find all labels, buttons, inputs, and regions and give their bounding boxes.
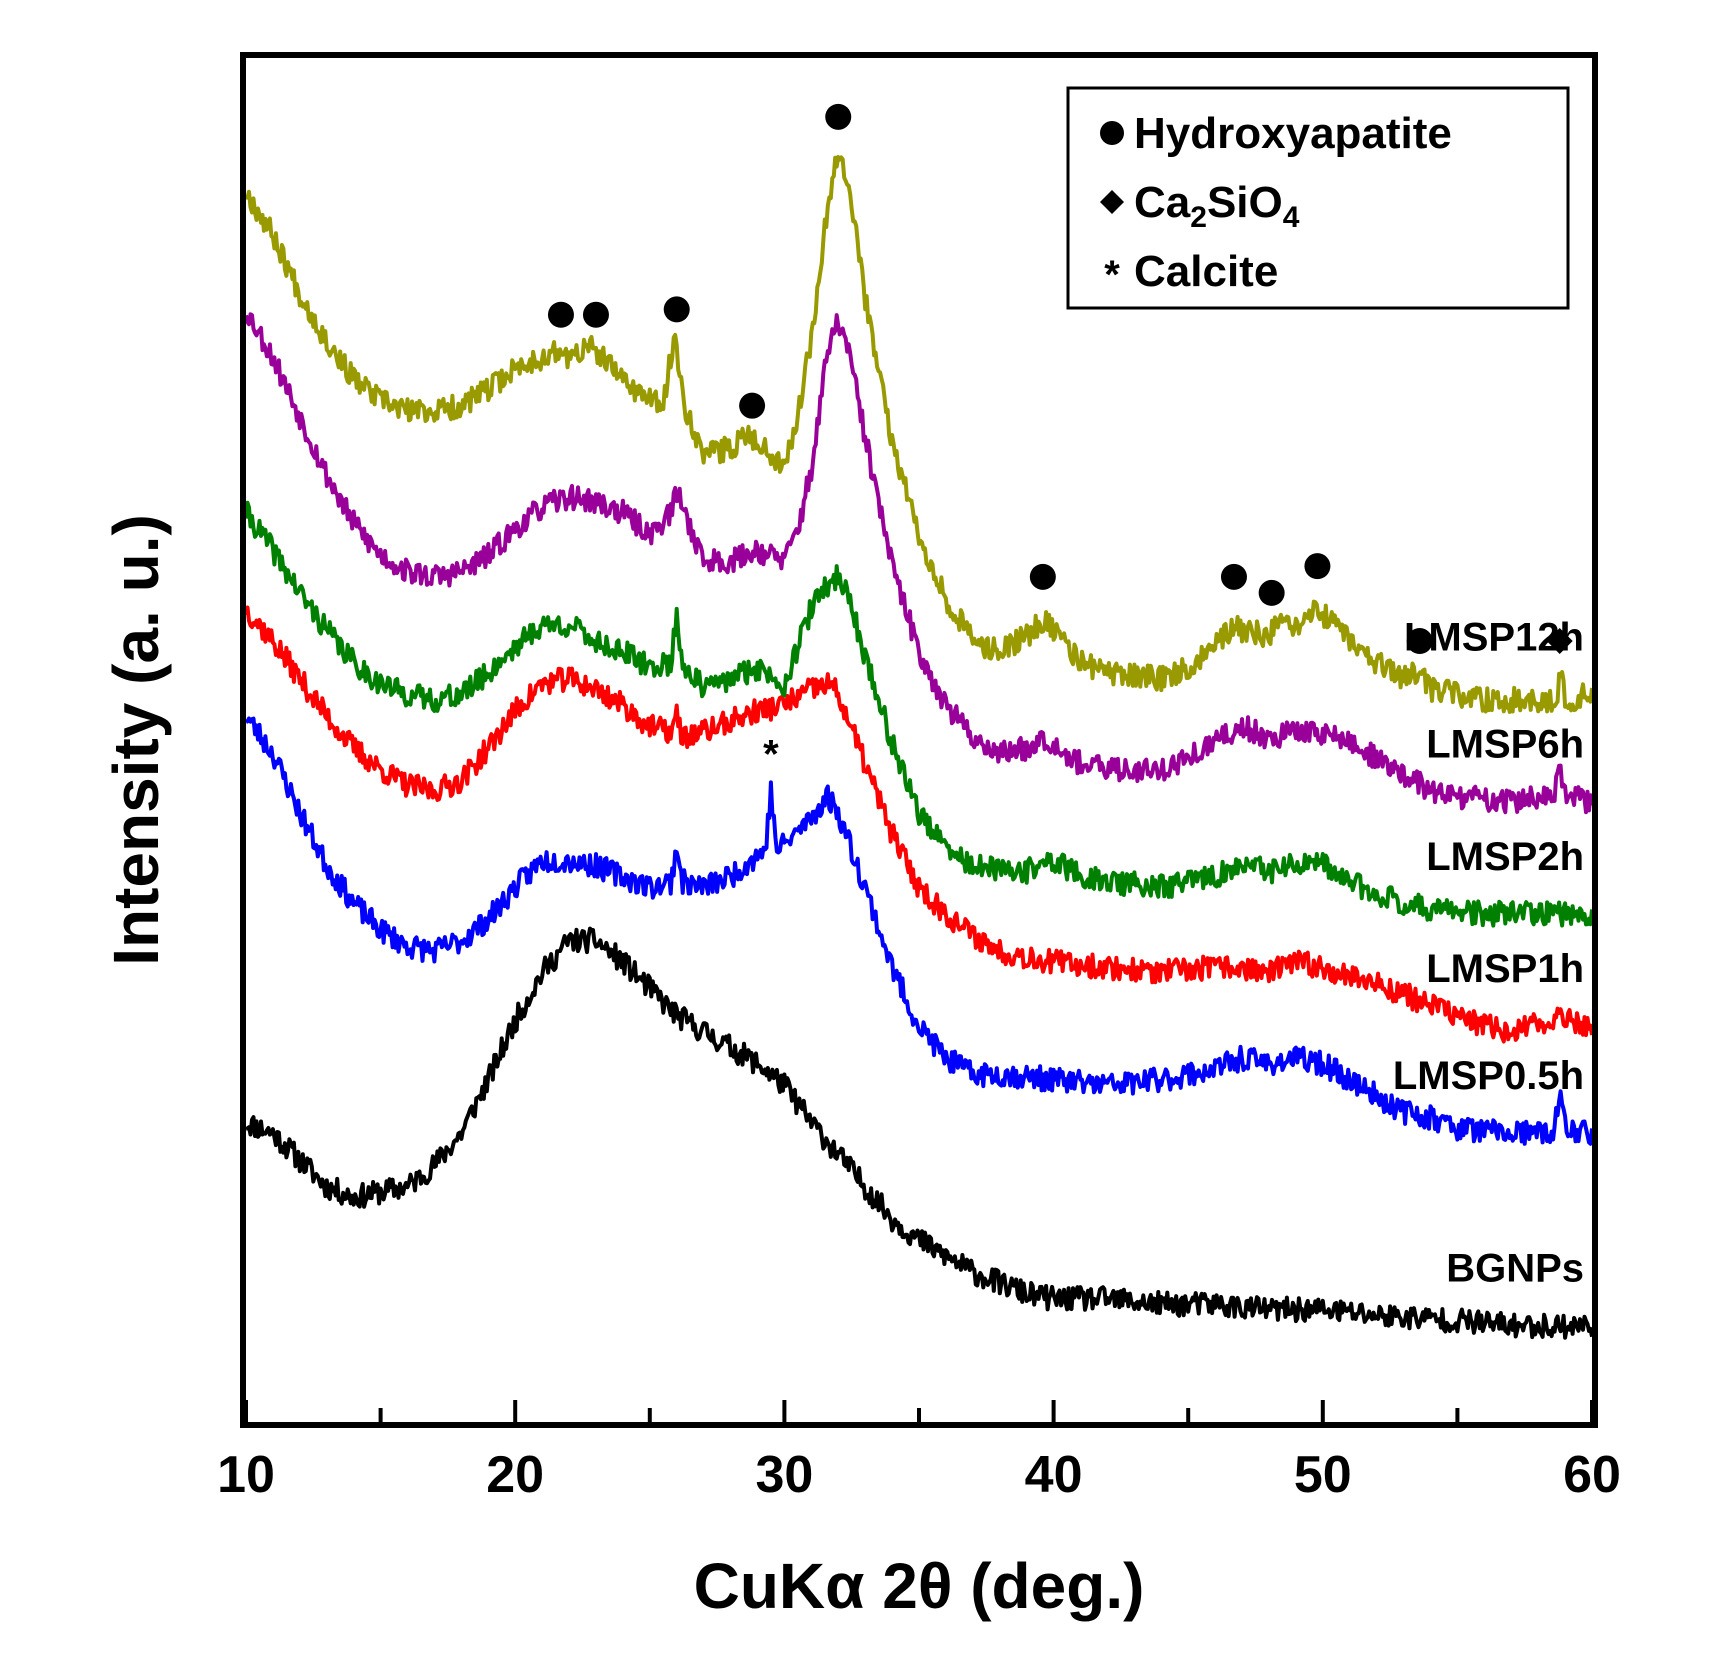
series-line-lmsp12h <box>245 155 1594 714</box>
legend-label-calcite: Calcite <box>1134 247 1278 296</box>
plot-series <box>244 155 1594 1340</box>
legend: Hydroxyapatite Ca2SiO4 * Calcite <box>1066 86 1570 310</box>
series-line-lmsp6h <box>244 312 1594 815</box>
legend-label-ca2sio4: Ca2SiO4 <box>1134 178 1300 234</box>
series-label-lmsp12h: LMSP12h <box>1404 616 1584 660</box>
x-tick-label: 30 <box>755 1446 813 1504</box>
legend-ca2sio4-sub-2: 2 <box>1190 201 1207 234</box>
peak-marker-hydroxyapatite <box>1220 563 1247 590</box>
series-label-lmsp6h: LMSP6h <box>1426 723 1584 767</box>
legend-diamond-icon <box>1100 190 1124 214</box>
series-label-lmsp2h: LMSP2h <box>1426 835 1584 879</box>
legend-label-hydroxyapatite: Hydroxyapatite <box>1134 109 1452 158</box>
legend-ca2sio4-part-ca: Ca <box>1134 178 1191 227</box>
peak-marker-hydroxyapatite <box>582 301 609 328</box>
series-line-lmsp1h <box>244 605 1594 1044</box>
peak-marker-hydroxyapatite <box>1406 628 1433 655</box>
x-tick-label: 40 <box>1025 1446 1083 1504</box>
peak-marker-ca2sio4 <box>1546 628 1573 655</box>
series-label-lmsp0-5h: LMSP0.5h <box>1393 1054 1584 1098</box>
legend-asterisk-icon: * <box>1104 253 1120 297</box>
peak-marker-hydroxyapatite <box>1304 553 1331 580</box>
x-ticks: 10 20 30 40 50 60 <box>217 1400 1621 1504</box>
series-label-lmsp1h: LMSP1h <box>1426 947 1584 991</box>
peak-marker-hydroxyapatite <box>825 103 852 130</box>
series-line-lmsp2h <box>244 500 1594 928</box>
legend-ca2sio4-part-sio: SiO <box>1207 178 1283 227</box>
peak-marker-hydroxyapatite <box>739 392 766 419</box>
peak-marker-hydroxyapatite <box>1029 563 1056 590</box>
y-axis-title: Intensity (a. u.) <box>100 514 172 966</box>
peak-marker-hydroxyapatite <box>663 296 690 323</box>
peak-marker-hydroxyapatite <box>1258 579 1285 606</box>
peak-marker-hydroxyapatite <box>547 301 574 328</box>
x-tick-label: 50 <box>1294 1446 1352 1504</box>
series-line-bgnps <box>245 926 1594 1340</box>
legend-ca2sio4-sub-4: 4 <box>1283 201 1300 234</box>
plot-frame <box>240 52 1598 1428</box>
x-axis-title: CuKα 2θ (deg.) <box>694 1550 1145 1622</box>
x-tick-label: 10 <box>217 1446 275 1504</box>
series-label-bgnps: BGNPs <box>1446 1247 1584 1291</box>
legend-circle-icon <box>1100 121 1124 145</box>
legend-box <box>1066 86 1570 310</box>
x-tick-label: 20 <box>486 1446 544 1504</box>
peak-markers: * <box>547 103 1573 776</box>
x-tick-label: 60 <box>1563 1446 1621 1504</box>
series-labels: BGNPs LMSP0.5h LMSP1h LMSP2h LMSP6h LMSP12h <box>1393 616 1584 1291</box>
peak-marker-calcite: * <box>763 732 779 776</box>
series-line-lmsp0-5h <box>245 716 1594 1146</box>
